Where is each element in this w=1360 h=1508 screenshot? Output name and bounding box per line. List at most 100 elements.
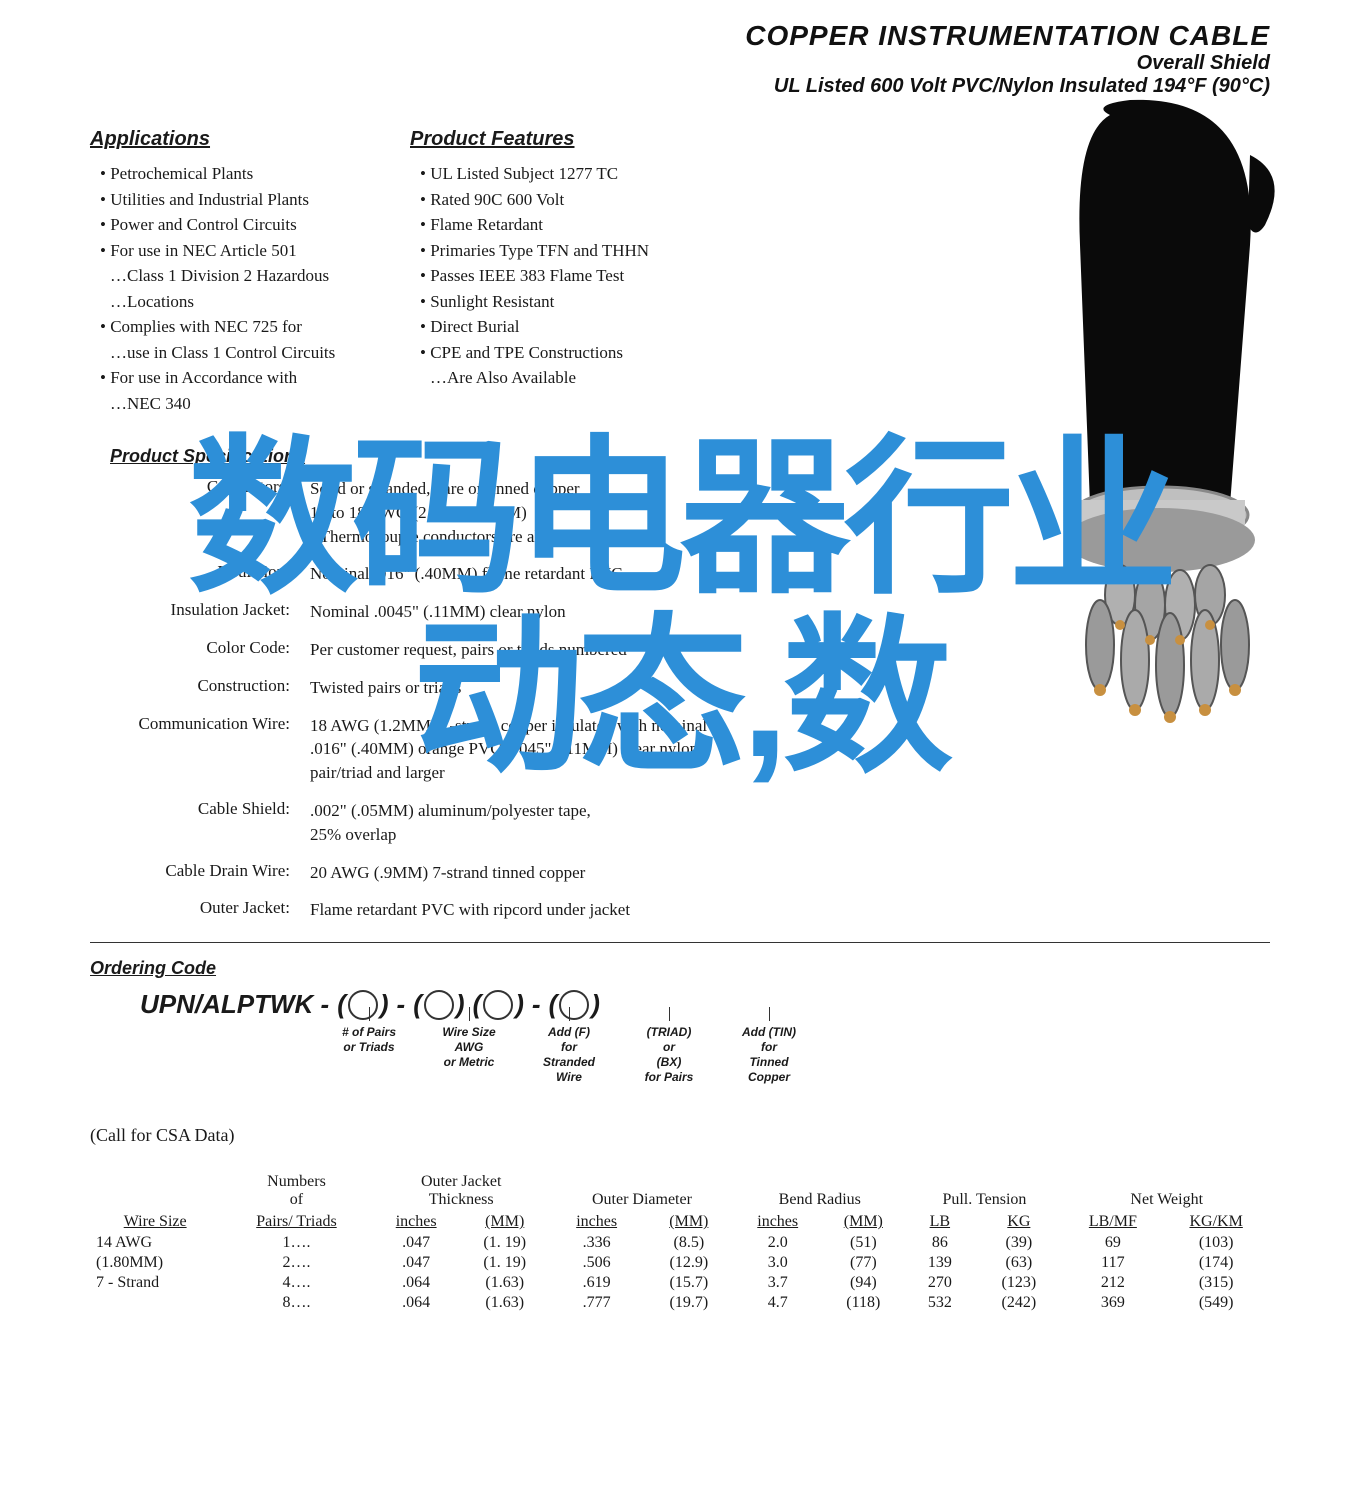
spec-label: Color Code: <box>90 638 310 662</box>
ordering-prefix: UPN/ALPTWK - <box>140 989 329 1020</box>
list-item: CPE and TPE Constructions <box>420 340 690 366</box>
table-cell: .506 <box>550 1253 644 1273</box>
list-item: For use in Accordance with <box>100 365 370 391</box>
table-cell: 117 <box>1063 1253 1162 1273</box>
table-sub-header-row: Wire SizePairs/ Triadsinches(MM)inches(M… <box>90 1211 1270 1233</box>
features-list: UL Listed Subject 1277 TCRated 90C 600 V… <box>410 161 690 391</box>
table-row: (1.80MM)2…..047(1. 19).506(12.9)3.0(77)1… <box>90 1253 1270 1273</box>
list-item: Sunlight Resistant <box>420 289 690 315</box>
table-cell: 270 <box>905 1273 974 1293</box>
header-subtitle: Overall Shield <box>90 52 1270 75</box>
list-item-continuation: …use in Class 1 Control Circuits <box>100 340 370 366</box>
spec-row: Insulation:Nominal .016" (.40MM) flame r… <box>90 562 730 586</box>
table-cell: 86 <box>905 1233 974 1253</box>
table-cell: .336 <box>550 1233 644 1253</box>
ordering-slot-4: () <box>549 989 600 1020</box>
applications-column: Applications Petrochemical PlantsUtiliti… <box>90 128 370 416</box>
table-cell: 2.0 <box>734 1233 821 1253</box>
divider-1 <box>90 942 1270 943</box>
spec-row: Outer Jacket:Flame retardant PVC with ri… <box>90 898 730 922</box>
table-cell: 532 <box>905 1293 974 1313</box>
ordering-code-line: UPN/ALPTWK - () - () () - () <box>140 989 1270 1020</box>
table-cell: (12.9) <box>644 1253 735 1273</box>
table-sub-header: inches <box>550 1211 644 1233</box>
spec-row: Construction:Twisted pairs or triads <box>90 676 730 700</box>
list-item: For use in NEC Article 501 <box>100 238 370 264</box>
list-item-continuation: …NEC 340 <box>100 391 370 417</box>
ordering-slot-label: Add (TIN)forTinnedCopper <box>728 1025 810 1085</box>
table-sub-header: (MM) <box>644 1211 735 1233</box>
table-cell: (94) <box>821 1273 905 1293</box>
table-cell: (242) <box>974 1293 1063 1313</box>
list-item: Primaries Type TFN and THHN <box>420 238 690 264</box>
ordering-slot-3: () <box>473 989 524 1020</box>
spec-row: Color Code:Per customer request, pairs o… <box>90 638 730 662</box>
header-title: COPPER INSTRUMENTATION CABLE <box>90 20 1270 52</box>
table-cell: 4…. <box>220 1273 372 1293</box>
table-group-header: Numbersof <box>220 1171 372 1211</box>
table-cell: 1…. <box>220 1233 372 1253</box>
ordering-slot-2: () <box>413 989 464 1020</box>
spec-label: Cable Shield: <box>90 799 310 847</box>
table-cell: 139 <box>905 1253 974 1273</box>
spec-row: Insulation Jacket:Nominal .0045" (.11MM)… <box>90 600 730 624</box>
spec-label: Insulation: <box>90 562 310 586</box>
ordering-section: Ordering Code UPN/ALPTWK - () - () () - … <box>90 958 1270 1085</box>
list-item-continuation: …Class 1 Division 2 Hazardous <box>100 263 370 289</box>
list-item: Direct Burial <box>420 314 690 340</box>
table-group-header: Net Weight <box>1063 1171 1270 1211</box>
table-cell: 4.7 <box>734 1293 821 1313</box>
table-sub-header: LB <box>905 1211 974 1233</box>
spec-value: .002" (.05MM) aluminum/polyester tape,25… <box>310 799 730 847</box>
document-header: COPPER INSTRUMENTATION CABLE Overall Shi… <box>90 20 1270 98</box>
table-cell: (19.7) <box>644 1293 735 1313</box>
table-cell: .064 <box>373 1273 460 1293</box>
spec-row: Conductors:Solid or stranded, bare or ti… <box>90 477 730 548</box>
list-item: Utilities and Industrial Plants <box>100 187 370 213</box>
table-group-header <box>90 1171 220 1211</box>
ordering-slot-label: Wire SizeAWGor Metric <box>428 1025 510 1085</box>
table-cell: (103) <box>1162 1233 1270 1253</box>
table-cell: .777 <box>550 1293 644 1313</box>
spec-value: 18 AWG (1.2MM) 7-strand copper insulated… <box>310 714 730 785</box>
table-cell: 3.0 <box>734 1253 821 1273</box>
columns-row: Applications Petrochemical PlantsUtiliti… <box>90 128 690 416</box>
table-sub-header: (MM) <box>821 1211 905 1233</box>
spec-label: Insulation Jacket: <box>90 600 310 624</box>
table-group-header: Outer JacketThickness <box>373 1171 550 1211</box>
table-cell: 3.7 <box>734 1273 821 1293</box>
list-item: Rated 90C 600 Volt <box>420 187 690 213</box>
spec-row: Cable Shield:.002" (.05MM) aluminum/poly… <box>90 799 730 847</box>
table-cell: (315) <box>1162 1273 1270 1293</box>
table-cell: (15.7) <box>644 1273 735 1293</box>
applications-title: Applications <box>90 128 370 151</box>
table-group-header-row: NumbersofOuter JacketThicknessOuter Diam… <box>90 1171 1270 1211</box>
table-cell: (174) <box>1162 1253 1270 1273</box>
table-cell: 8…. <box>220 1293 372 1313</box>
table-cell: (549) <box>1162 1293 1270 1313</box>
list-item-continuation: …Locations <box>100 289 370 315</box>
table-cell: .619 <box>550 1273 644 1293</box>
spec-value: Flame retardant PVC with ripcord under j… <box>310 898 730 922</box>
spec-row: Cable Drain Wire:20 AWG (.9MM) 7-strand … <box>90 861 730 885</box>
spec-label: Construction: <box>90 676 310 700</box>
table-cell: (63) <box>974 1253 1063 1273</box>
ordering-slot-label: # of Pairsor Triads <box>328 1025 410 1085</box>
spec-value: Nominal .016" (.40MM) flame retardant PV… <box>310 562 730 586</box>
list-item: UL Listed Subject 1277 TC <box>420 161 690 187</box>
table-sub-header: (MM) <box>460 1211 550 1233</box>
table-cell: (123) <box>974 1273 1063 1293</box>
table-sub-header: Pairs/ Triads <box>220 1211 372 1233</box>
table-cell: 7 - Strand <box>90 1273 220 1293</box>
table-cell: 369 <box>1063 1293 1162 1313</box>
table-group-header: Pull. Tension <box>905 1171 1063 1211</box>
table-cell: (39) <box>974 1233 1063 1253</box>
spec-label: Outer Jacket: <box>90 898 310 922</box>
table-row: 14 AWG1…..047(1. 19).336(8.5)2.0(51)86(3… <box>90 1233 1270 1253</box>
csa-note: (Call for CSA Data) <box>90 1125 1270 1146</box>
spec-row: Communication Wire:18 AWG (1.2MM) 7-stra… <box>90 714 730 785</box>
list-item: Flame Retardant <box>420 212 690 238</box>
ordering-slot-1: () <box>337 989 388 1020</box>
table-cell: 14 AWG <box>90 1233 220 1253</box>
table-cell: 212 <box>1063 1273 1162 1293</box>
